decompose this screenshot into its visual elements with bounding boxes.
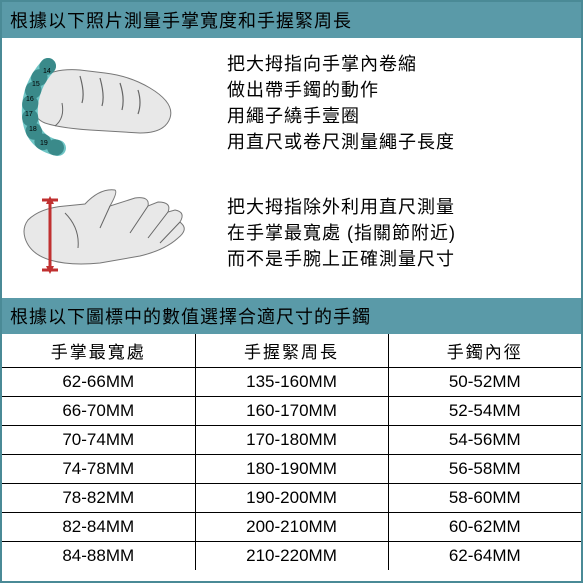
table-cell: 82-84MM — [2, 513, 195, 542]
instruction-line: 做出帶手鐲的動作 — [227, 77, 581, 103]
hand-fist-image: 14 15 16 17 18 19 — [2, 44, 197, 162]
table-cell: 84-88MM — [2, 542, 195, 571]
instruction-text-1: 把大拇指向手掌內卷縮做出帶手鐲的動作用繩子繞手壹圈用直尺或卷尺測量繩子長度 — [197, 51, 581, 155]
instruction-line: 把大拇指向手掌內卷縮 — [227, 51, 581, 77]
table-cell: 180-190MM — [195, 455, 388, 484]
svg-text:18: 18 — [29, 126, 37, 133]
table-header: 手鐲內徑 — [388, 334, 581, 368]
instruction-row-1: 14 15 16 17 18 19 把大拇指向手掌內卷縮做出帶手鐲的動作用繩子繞… — [2, 38, 581, 168]
table-row: 84-88MM210-220MM62-64MM — [2, 542, 581, 571]
table-cell: 74-78MM — [2, 455, 195, 484]
svg-text:16: 16 — [26, 96, 34, 103]
instruction-line: 用直尺或卷尺測量繩子長度 — [227, 129, 581, 155]
svg-text:19: 19 — [40, 140, 48, 147]
table-cell: 60-62MM — [388, 513, 581, 542]
table-row: 78-82MM190-200MM58-60MM — [2, 484, 581, 513]
table-row: 74-78MM180-190MM56-58MM — [2, 455, 581, 484]
svg-text:15: 15 — [32, 81, 40, 88]
table-cell: 62-66MM — [2, 368, 195, 397]
hand-open-icon — [10, 178, 190, 288]
table-cell: 170-180MM — [195, 426, 388, 455]
hand-fist-icon: 14 15 16 17 18 19 — [10, 48, 190, 158]
table-cell: 58-60MM — [388, 484, 581, 513]
table-cell: 66-70MM — [2, 397, 195, 426]
table-row: 82-84MM200-210MM60-62MM — [2, 513, 581, 542]
instruction-line: 把大拇指除外利用直尺測量 — [227, 194, 581, 220]
instruction-row-2: 把大拇指除外利用直尺測量在手掌最寬處 (指關節附近)而不是手腕上正確測量尺寸 — [2, 168, 581, 298]
instruction-line: 在手掌最寬處 (指關節附近) — [227, 220, 581, 246]
table-row: 70-74MM170-180MM54-56MM — [2, 426, 581, 455]
table-cell: 160-170MM — [195, 397, 388, 426]
table-row: 66-70MM160-170MM52-54MM — [2, 397, 581, 426]
table-cell: 52-54MM — [388, 397, 581, 426]
table-cell: 62-64MM — [388, 542, 581, 571]
table-header: 手掌最寬處 — [2, 334, 195, 368]
instruction-line: 用繩子繞手壹圈 — [227, 103, 581, 129]
hand-open-image — [2, 174, 197, 292]
table-header: 手握緊周長 — [195, 334, 388, 368]
table-cell: 50-52MM — [388, 368, 581, 397]
table-cell: 190-200MM — [195, 484, 388, 513]
header-choose-size: 根據以下圖標中的數值選擇合適尺寸的手鐲 — [2, 298, 581, 334]
table-row: 62-66MM135-160MM50-52MM — [2, 368, 581, 397]
size-table: 手掌最寬處手握緊周長手鐲內徑 62-66MM135-160MM50-52MM66… — [2, 334, 581, 570]
header-measure: 根據以下照片測量手掌寬度和手握緊周長 — [2, 2, 581, 38]
table-cell: 135-160MM — [195, 368, 388, 397]
instruction-text-2: 把大拇指除外利用直尺測量在手掌最寬處 (指關節附近)而不是手腕上正確測量尺寸 — [197, 194, 581, 272]
svg-text:14: 14 — [43, 68, 51, 75]
table-cell: 54-56MM — [388, 426, 581, 455]
instruction-line: 而不是手腕上正確測量尺寸 — [227, 246, 581, 272]
svg-text:17: 17 — [25, 111, 33, 118]
table-cell: 210-220MM — [195, 542, 388, 571]
table-cell: 78-82MM — [2, 484, 195, 513]
table-cell: 56-58MM — [388, 455, 581, 484]
table-cell: 200-210MM — [195, 513, 388, 542]
table-cell: 70-74MM — [2, 426, 195, 455]
